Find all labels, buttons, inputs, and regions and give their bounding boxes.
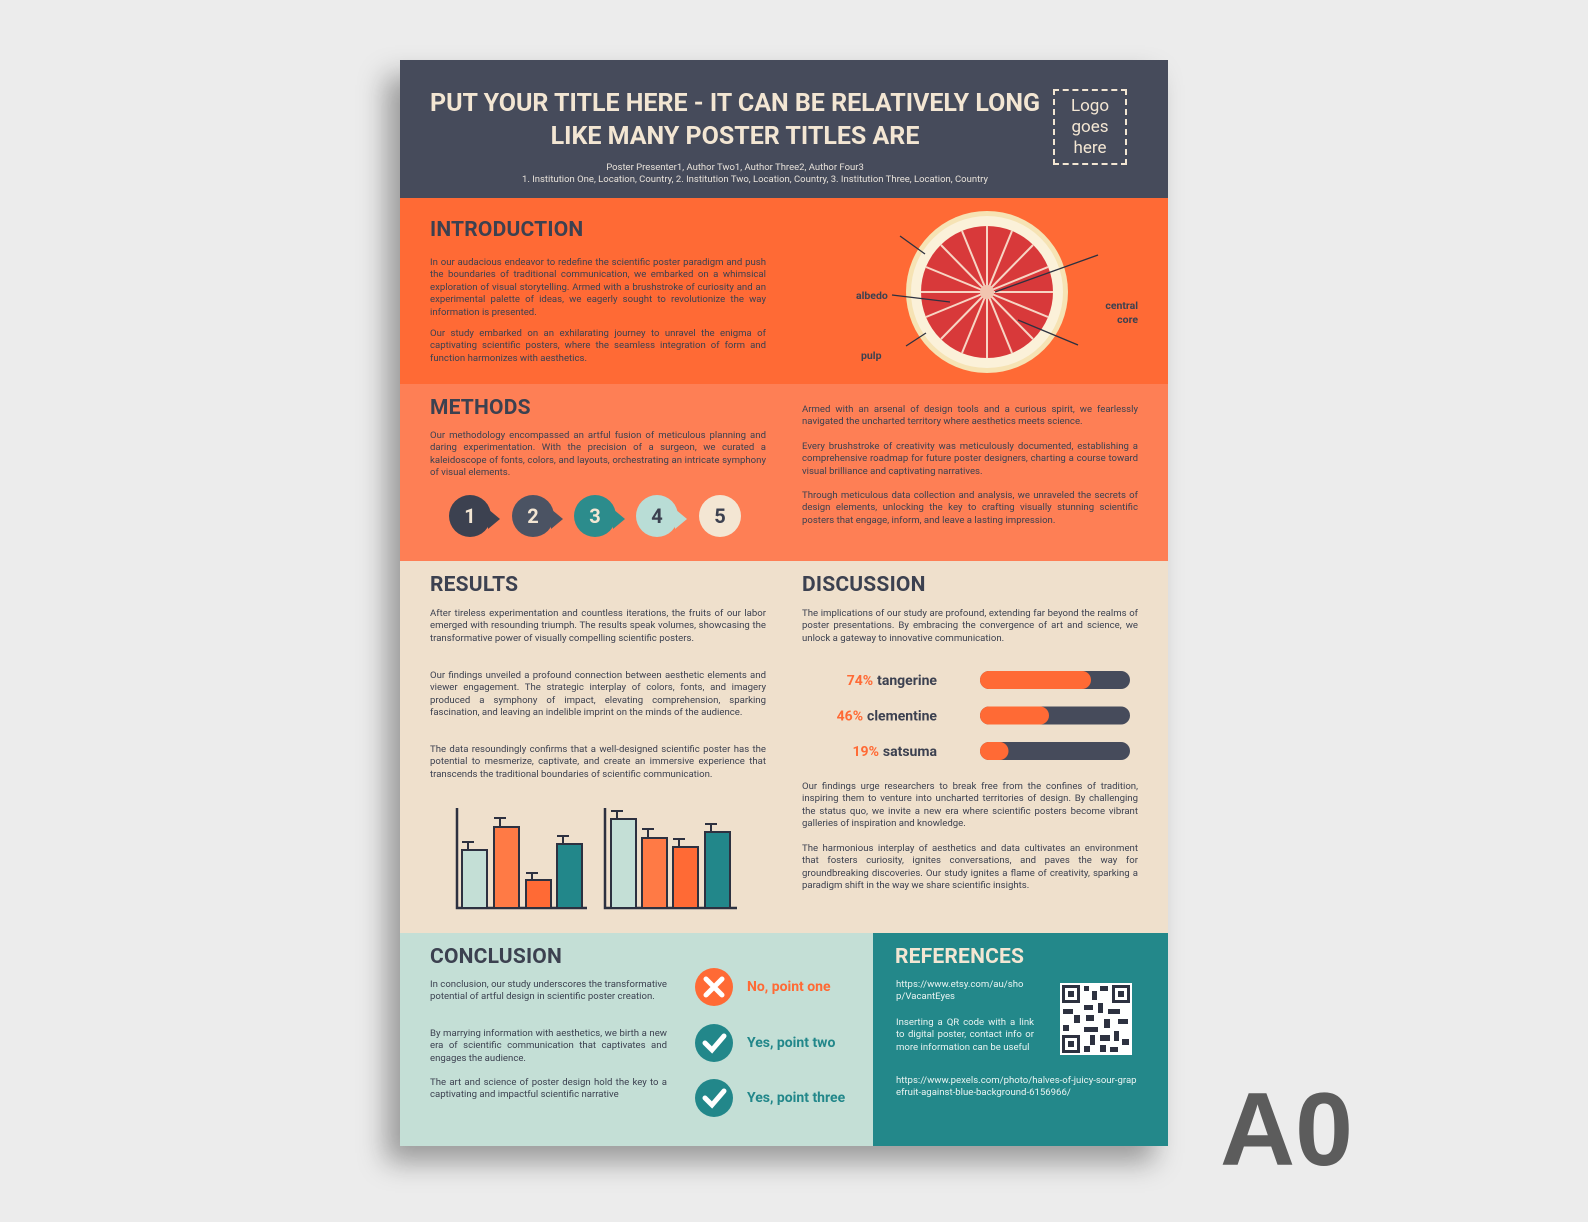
value-label: 46%	[837, 709, 863, 725]
paragraph: In conclusion, our study underscores the…	[430, 979, 667, 1003]
title: PUT YOUR TITLE HERE - IT CAN BE RELATIVE…	[429, 89, 1041, 151]
point: Yes, point three	[747, 1090, 846, 1106]
paragraph: The implications of our study are profou…	[802, 608, 1138, 644]
bar-chart-icons	[455, 808, 737, 910]
value-label: 19%	[853, 744, 879, 760]
header: PUT YOUR TITLE HERE - IT CAN BE RELATIVE…	[400, 60, 1168, 198]
section-heading: DISCUSSION	[802, 573, 926, 597]
figure-label: central core	[1105, 299, 1138, 326]
results-discussion-section: RESULTS After tireless experimentation a…	[400, 561, 1168, 933]
progress-fill	[980, 671, 1091, 689]
paragraph: The harmonious interplay of aesthetics a…	[802, 843, 1138, 892]
paragraph: Through meticulous data collection and a…	[802, 490, 1138, 526]
category-label: clementine	[867, 709, 937, 725]
step: 1	[449, 495, 491, 537]
progress-label: 74% tangerine	[847, 673, 938, 689]
conclusion-section: CONCLUSION In conclusion, our study unde…	[400, 933, 873, 1146]
paragraph: The art and science of poster design hol…	[430, 1077, 667, 1101]
progress-fill	[980, 742, 1009, 760]
category-label: satsuma	[883, 744, 938, 760]
methods-section: METHODS Our methodology encompassed an a…	[400, 384, 1168, 561]
point: No, point one	[747, 979, 831, 995]
category-label: tangerine	[877, 673, 937, 689]
progress-bars: 74% tangerine 46% clementine 19% satsuma	[837, 671, 1130, 760]
grapefruit-figure	[891, 211, 1099, 373]
paragraph: Our findings urge researchers to break f…	[802, 781, 1138, 830]
paragraph: Every brushstroke of creativity was meti…	[802, 441, 1138, 477]
progress-label: 46% clementine	[837, 709, 938, 725]
reference: Inserting a QR code with a link to digit…	[896, 1017, 1034, 1053]
reference: https://www.etsy.com/au/shop/VacantEyes	[896, 979, 1024, 1003]
poster: PUT YOUR TITLE HERE - IT CAN BE RELATIVE…	[400, 60, 1168, 1146]
paragraph: In our audacious endeavor to redefine th…	[430, 257, 766, 318]
section-heading: INTRODUCTION	[430, 218, 584, 242]
progress-track	[980, 742, 1130, 760]
step: 4	[636, 495, 678, 537]
central-core	[980, 285, 994, 299]
size-badge: A0	[1220, 1072, 1353, 1188]
references-section: REFERENCES https://www.etsy.com/au/shop/…	[873, 933, 1168, 1146]
step: 3	[574, 495, 616, 537]
section-heading: REFERENCES	[895, 945, 1025, 969]
reference: https://www.pexels.com/photo/halves-of-j…	[896, 1075, 1137, 1099]
progress-label: 19% satsuma	[853, 744, 938, 760]
figure-label: albedo	[856, 289, 888, 302]
introduction-section: INTRODUCTION In our audacious endeavor t…	[400, 198, 1168, 413]
qr-code	[1060, 983, 1132, 1055]
logo-placeholder: Logo goes here	[1053, 89, 1127, 165]
step-arrows	[488, 509, 687, 529]
paragraph: The data resoundingly confirms that a we…	[430, 744, 766, 780]
value-label: 74%	[847, 673, 873, 689]
section-heading: CONCLUSION	[430, 945, 563, 969]
step: 2	[512, 495, 554, 537]
paragraph: Our methodology encompassed an artful fu…	[430, 430, 766, 479]
institutions: 1. Institution One, Location, Country, 2…	[522, 174, 988, 185]
paragraph: Our findings unveiled a profound connect…	[430, 670, 766, 719]
segment-walls	[921, 226, 1053, 358]
pointer-lines	[891, 235, 1099, 347]
paragraph: After tireless experimentation and count…	[430, 608, 766, 644]
authors: Poster Presenter1, Author Two1, Author T…	[606, 162, 864, 173]
figure-label: pulp	[861, 349, 882, 362]
step: 5	[699, 495, 741, 537]
point: Yes, point two	[747, 1035, 836, 1051]
section-heading: RESULTS	[430, 573, 519, 597]
point-icons	[695, 968, 733, 1117]
paragraph: By marrying information with aesthetics,…	[430, 1028, 667, 1064]
progress-fill	[980, 706, 1049, 725]
paragraph: Armed with an arsenal of design tools an…	[802, 404, 1138, 428]
paragraph: Our study embarked on an exhilarating jo…	[430, 328, 766, 364]
section-heading: METHODS	[430, 396, 531, 420]
